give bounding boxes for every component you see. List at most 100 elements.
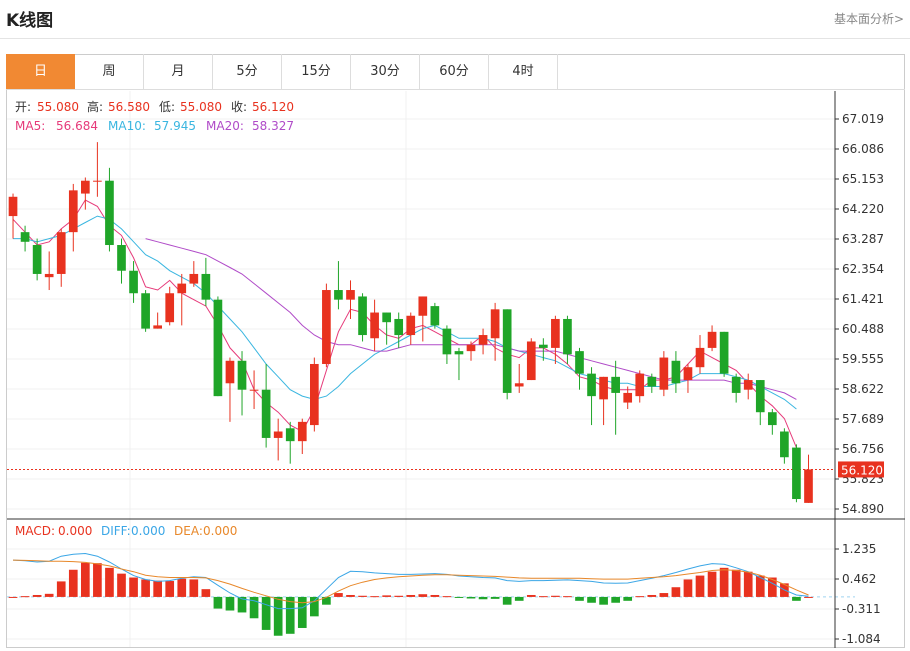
macd-bar (430, 594, 440, 597)
macd-bar (394, 595, 404, 597)
legend: 开: 55.080 高: 56.580 低: 55.080 收: 56.120 … (15, 99, 294, 538)
candle-body (743, 380, 753, 390)
macd-bar (719, 567, 729, 597)
macd-bar (635, 596, 645, 598)
ma-lines (12, 199, 797, 448)
macd-bar (611, 596, 620, 603)
candle-body (20, 232, 30, 242)
macd-bar (32, 594, 42, 597)
candle-body (8, 196, 18, 217)
price-tick-label: 58.622 (842, 382, 884, 396)
macd-bar (478, 596, 488, 600)
macd-value: 0.000 (58, 524, 92, 538)
price-tick-label: 56.756 (842, 442, 884, 456)
candle-body (105, 180, 114, 246)
candle-body (442, 328, 452, 355)
ma10-label: MA10: (108, 119, 146, 133)
macd-bar (695, 575, 705, 597)
macd-bar (81, 562, 90, 597)
close-value: 56.120 (252, 100, 294, 114)
dea-line (12, 559, 809, 604)
macd-bar (514, 596, 524, 601)
candle-body (56, 232, 66, 274)
candle-body (370, 312, 379, 339)
macd-tick-label: 0.462 (842, 572, 876, 586)
candle-body (767, 412, 777, 426)
macd-bar (767, 577, 777, 597)
ma10-value: 57.945 (154, 119, 196, 133)
axes: 67.019 66.086 65.153 64.220 63.287 62.354 61.4… (7, 91, 905, 648)
candle-body (611, 376, 620, 393)
macd-bar (647, 594, 657, 597)
period-tabs: 日周月 5分 15分 30分 60分 4时 (6, 54, 558, 89)
candle-body (707, 331, 717, 348)
candle-body (731, 376, 741, 393)
last-price-label: 56.120 (841, 463, 883, 477)
high-value: 56.580 (108, 100, 150, 114)
macd-bar (755, 575, 765, 597)
macd-bar (804, 596, 813, 598)
candle-body (755, 380, 765, 413)
macd-bar (526, 594, 536, 597)
fundamental-analysis-link[interactable]: 基本面分析> (833, 12, 904, 26)
macd-bar (213, 596, 223, 609)
tab-3[interactable]: 5分 (213, 54, 282, 89)
candle-body (201, 273, 211, 300)
price-tick-label: 67.019 (842, 112, 884, 126)
tab-5[interactable]: 30分 (351, 54, 420, 89)
candle-body (382, 312, 391, 323)
open-value: 55.080 (37, 100, 79, 114)
close-label: 收: (231, 100, 247, 114)
price-tick-label: 64.220 (842, 202, 884, 216)
candle-body (671, 360, 681, 384)
macd-bar (454, 596, 464, 598)
tab-7[interactable]: 4时 (489, 54, 558, 89)
candle-body (792, 447, 801, 500)
macd-bar (93, 563, 102, 597)
candle-body (44, 273, 54, 278)
tab-6[interactable]: 60分 (420, 54, 489, 89)
ma5-line (12, 199, 797, 448)
dea-value: 0.000 (203, 524, 237, 538)
low-label: 低: (159, 100, 175, 114)
macd-bar (249, 596, 259, 619)
macd-label: MACD: (15, 524, 55, 538)
macd-bar (334, 593, 343, 597)
macd-bar (105, 567, 114, 597)
open-label: 开: (15, 100, 31, 114)
tab-1[interactable]: 周 (75, 54, 144, 89)
macd-tick-label: 1.235 (842, 542, 876, 556)
macd-bar (599, 596, 608, 605)
candle-body (695, 347, 705, 368)
tab-4[interactable]: 15分 (282, 54, 351, 89)
candle-body (285, 428, 295, 442)
macd-bar (358, 595, 367, 597)
candle-body (189, 273, 199, 284)
macd-bar (792, 596, 801, 601)
tab-2[interactable]: 月 (144, 54, 213, 89)
macd-bar (8, 596, 18, 598)
low-value: 55.080 (180, 100, 222, 114)
price-tick-label: 65.153 (842, 172, 884, 186)
candle-body (249, 389, 259, 391)
tab-0[interactable]: 日 (6, 54, 75, 89)
macd-bar (189, 579, 199, 597)
candle-body (430, 306, 440, 326)
candle-body (659, 357, 669, 390)
candle-body (623, 392, 633, 403)
macd-bar (201, 589, 211, 597)
price-tick-label: 54.890 (842, 502, 884, 516)
price-tick-label: 66.086 (842, 142, 884, 156)
macd-bar (177, 578, 187, 597)
macd-bar (587, 596, 596, 603)
diff-value: 0.000 (131, 524, 165, 538)
macd-bar (683, 579, 693, 597)
macd-bar (346, 594, 355, 597)
candle-body (129, 270, 138, 294)
price-tick-label: 59.555 (842, 352, 884, 366)
candle-body (358, 296, 367, 336)
candle-body (719, 331, 729, 374)
ma5-label: MA5: (15, 119, 45, 133)
macd-bar (261, 596, 271, 630)
